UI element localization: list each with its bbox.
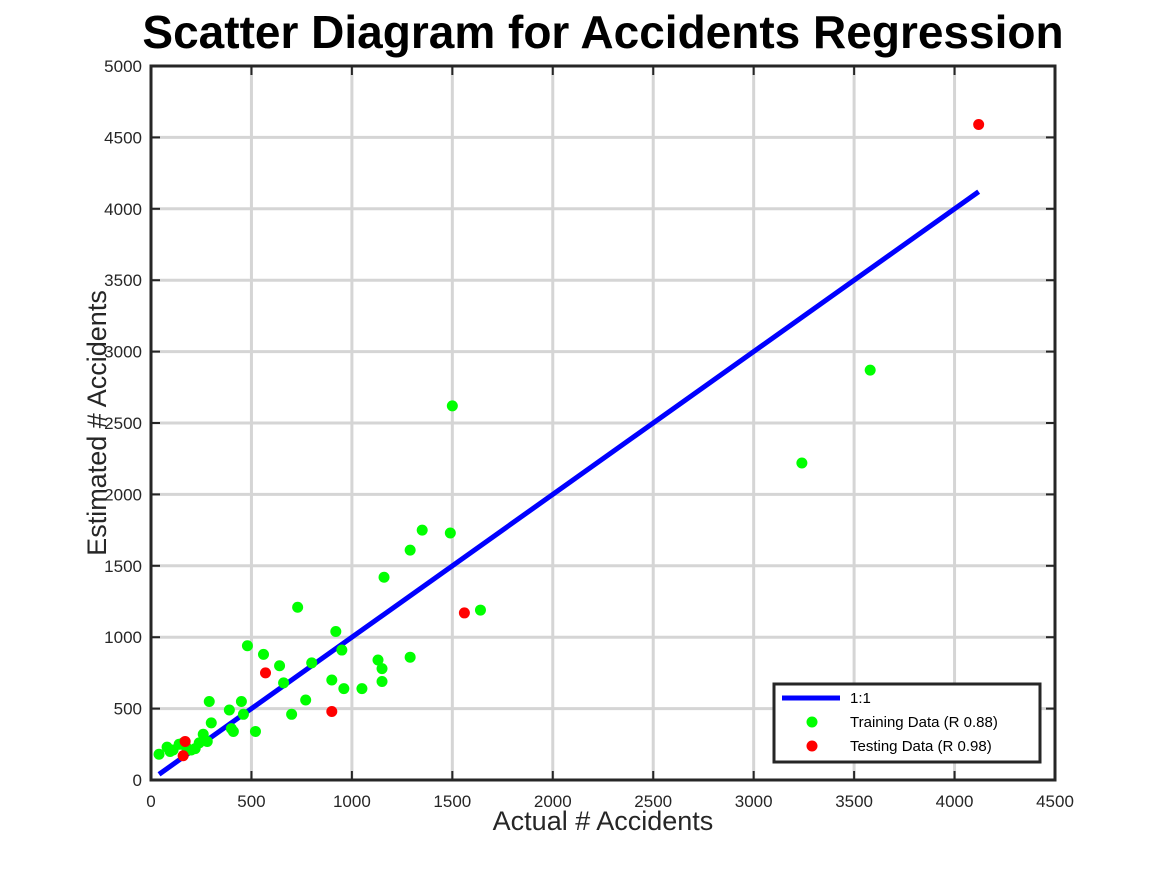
training-data-point [249, 725, 261, 737]
training-data-point [474, 604, 486, 616]
training-data-point [235, 695, 247, 707]
x-tick-label: 2000 [534, 792, 572, 811]
training-data-point [376, 675, 388, 687]
testing-data-point [458, 607, 470, 619]
testing-data-point [326, 705, 338, 717]
training-data-point [444, 527, 456, 539]
training-data-point [300, 694, 312, 706]
training-data-point [376, 663, 388, 675]
training-data-point [257, 648, 269, 660]
y-tick-label: 5000 [104, 57, 142, 76]
y-tick-label: 1000 [104, 628, 142, 647]
training-data-point [404, 651, 416, 663]
training-data-point [223, 704, 235, 716]
data-series [153, 119, 985, 777]
legend-entry-training: Training Data (R 0.88) [850, 714, 998, 731]
x-tick-label: 2500 [634, 792, 672, 811]
axis-ticks: 0 500 1000 1500 2000 2500 3000 3500 4000 4500 0 500… [104, 57, 1074, 811]
testing-data-point [177, 750, 189, 762]
training-data-point [292, 601, 304, 613]
legend-entry-line: 1:1 [850, 690, 871, 707]
training-data-point [153, 748, 165, 760]
y-tick-label: 3500 [104, 271, 142, 290]
x-tick-label: 3500 [835, 792, 873, 811]
training-data-point [237, 708, 249, 720]
training-data-point [306, 657, 318, 669]
y-tick-label: 2500 [104, 414, 142, 433]
training-data-point [274, 660, 286, 672]
x-axis-label: Actual # Accidents [493, 806, 714, 836]
testing-data-point [260, 667, 272, 679]
legend: 1:1 Training Data (R 0.88) Testing Data … [772, 682, 1042, 764]
training-data-point [446, 400, 458, 412]
x-tick-label: 1000 [333, 792, 371, 811]
legend-testing-marker [806, 740, 818, 752]
training-data-point [372, 654, 384, 666]
testing-data-point [179, 735, 191, 747]
chart-title: Scatter Diagram for Accidents Regression [142, 6, 1063, 58]
x-tick-label: 0 [146, 792, 155, 811]
training-data-point [338, 683, 350, 695]
training-data-point [404, 544, 416, 556]
x-tick-label: 4500 [1036, 792, 1074, 811]
training-data-point [203, 695, 215, 707]
one-to-one-line [157, 189, 981, 777]
training-data-point [205, 717, 217, 729]
x-tick-label: 4000 [936, 792, 974, 811]
training-data-point [416, 524, 428, 536]
training-data-point [286, 708, 298, 720]
training-data-point [796, 457, 808, 469]
y-tick-label: 4000 [104, 200, 142, 219]
training-data-point [336, 644, 348, 656]
training-data-point [864, 364, 876, 376]
training-data-point [201, 735, 213, 747]
y-tick-label: 3000 [104, 343, 142, 362]
training-data-point [326, 674, 338, 686]
testing-data-point [973, 119, 985, 131]
y-tick-label: 1500 [104, 557, 142, 576]
y-axis-label: Estimated # Accidents [82, 290, 112, 556]
grid-lines [151, 66, 1055, 780]
y-tick-label: 2000 [104, 485, 142, 504]
training-data-point [378, 571, 390, 583]
training-data-point [278, 677, 290, 689]
training-data-point [241, 640, 253, 652]
training-data-point [330, 625, 342, 637]
legend-training-marker [806, 716, 818, 728]
legend-entry-testing: Testing Data (R 0.98) [850, 738, 992, 755]
y-tick-label: 4500 [104, 128, 142, 147]
y-tick-label: 0 [133, 771, 142, 790]
x-tick-label: 1500 [433, 792, 471, 811]
x-tick-label: 3000 [735, 792, 773, 811]
x-tick-label: 500 [237, 792, 265, 811]
y-tick-label: 500 [114, 700, 142, 719]
training-data-point [227, 725, 239, 737]
training-data-point [356, 683, 368, 695]
